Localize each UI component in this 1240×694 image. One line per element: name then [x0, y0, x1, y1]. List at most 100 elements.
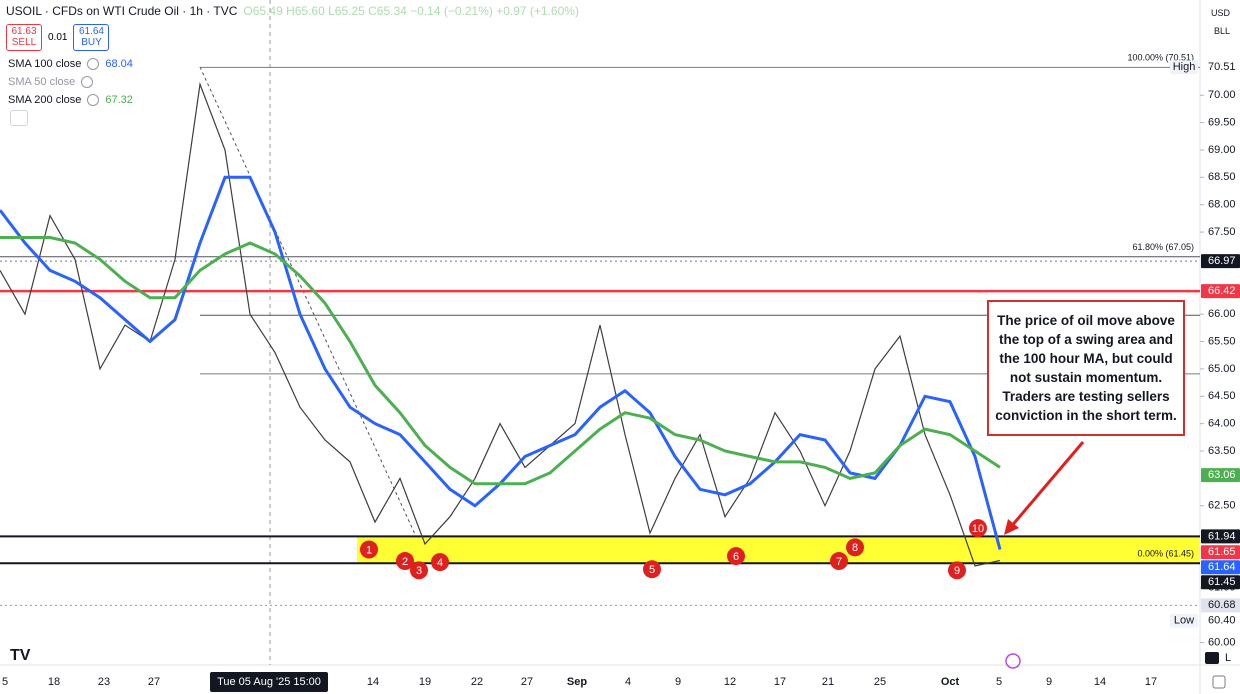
y-tick-label: 69.00: [1208, 144, 1236, 156]
touch-label: 10: [972, 523, 984, 535]
price-line: [0, 81, 1001, 567]
price-tag: [1201, 575, 1240, 590]
x-tick-label: 19: [419, 676, 431, 688]
buy-button[interactable]: 61.64 BUY: [73, 24, 110, 51]
log-toggle[interactable]: L: [1225, 652, 1231, 664]
tv-logo: TV: [10, 647, 31, 664]
annotation-box: The price of oil move above the top of a…: [987, 300, 1185, 436]
x-tick-label: 21: [822, 676, 834, 688]
sma-line: [0, 236, 1001, 486]
touch-marker: [431, 553, 449, 572]
touch-marker: [410, 561, 428, 580]
legend-icon[interactable]: [81, 76, 94, 88]
y-tick-label: 68.00: [1208, 199, 1236, 211]
price-tag-label: 63.06: [1208, 469, 1236, 481]
collapse-button[interactable]: [10, 110, 28, 126]
x-tick-label: 9: [675, 676, 681, 688]
touch-marker: [846, 538, 864, 557]
price-tag-label: 66.97: [1208, 255, 1236, 267]
price-tag: [1201, 545, 1240, 560]
trade-panel: 61.63 SELL 0.01 61.64 BUY: [6, 24, 110, 51]
arrow: [1008, 441, 1085, 529]
sell-label: SELL: [11, 37, 37, 48]
arrow-head: [1004, 519, 1019, 535]
buy-price: 61.64: [78, 26, 104, 37]
touch-label: 5: [649, 564, 655, 576]
event-icon[interactable]: [1005, 653, 1021, 669]
legend-name: SMA 100 close: [8, 58, 82, 70]
y-tick-label: 66.00: [1208, 308, 1236, 320]
x-tick-label: 5: [996, 676, 1002, 688]
price-tag: [1201, 60, 1240, 75]
legend-icon[interactable]: [87, 94, 100, 106]
price-tag-label: 61.65: [1208, 546, 1236, 558]
y-tick-label: 69.50: [1208, 117, 1236, 129]
unit[interactable]: BLL: [1213, 26, 1230, 36]
legend-entry[interactable]: SMA 200 close 67.32: [8, 91, 133, 109]
x-tick-label: 4: [625, 676, 631, 688]
legend-entry[interactable]: SMA 50 close: [8, 73, 133, 91]
x-tick-label: 25: [874, 676, 886, 688]
touch-label: 4: [437, 557, 443, 569]
touch-marker: [360, 540, 378, 559]
sell-button[interactable]: 61.63 SELL: [6, 24, 42, 51]
price-tag: [1201, 598, 1240, 613]
fib-label: 61.80% (67.05): [1132, 242, 1194, 252]
y-tick-label: 60.00: [1208, 636, 1236, 648]
touch-label: 3: [416, 565, 422, 577]
touch-marker: [396, 552, 414, 571]
price-tag: [1201, 468, 1240, 483]
legend-entry[interactable]: SMA 100 close 68.04: [8, 55, 133, 73]
y-tick-label: 65.50: [1208, 335, 1236, 347]
y-tick-label: 70.00: [1208, 89, 1236, 101]
legend: SMA 100 close 68.04 SMA 50 close SMA 200 cl…: [8, 55, 133, 109]
currency[interactable]: USD: [1210, 8, 1230, 18]
x-tick-label: 14: [367, 676, 379, 688]
touch-marker: [948, 561, 966, 580]
ohlc: O65.49 H65.60 L65.25 C65.34 −0.14 (−0.21…: [243, 4, 579, 18]
x-tick-label: 18: [48, 676, 60, 688]
y-tick-label: 65.00: [1208, 363, 1236, 375]
y-tick-label: 63.50: [1208, 445, 1236, 457]
sell-price: 61.63: [11, 26, 37, 37]
price-tag: [1201, 560, 1240, 575]
auto-scale[interactable]: [1205, 652, 1219, 664]
x-tick-label: 17: [774, 676, 786, 688]
x-tick-label: 5: [2, 676, 8, 688]
price-tag: [1201, 529, 1240, 544]
price-tag: [1201, 254, 1240, 269]
crosshair-label-bg: [210, 672, 328, 692]
legend-name: SMA 50 close: [8, 76, 76, 88]
touch-label: 7: [836, 556, 842, 568]
price-tag-label: 61.45: [1208, 576, 1236, 588]
x-tick-label: 22: [471, 676, 483, 688]
price-tag-label: 60.40: [1208, 615, 1236, 627]
price-tag-note: Low: [1174, 615, 1194, 627]
settings[interactable]: [1212, 675, 1226, 689]
fib-label: 0.00% (61.45): [1137, 549, 1194, 559]
touch-marker: [969, 519, 987, 538]
x-tick-label: 12: [724, 676, 736, 688]
price-tag-label: 60.68: [1208, 599, 1236, 611]
y-tick-label: 67.50: [1208, 226, 1236, 238]
legend-icon[interactable]: [87, 58, 100, 70]
touch-label: 1: [366, 544, 372, 556]
symbol: USOIL · CFDs on WTI Crude Oil · 1h · TVC: [6, 4, 238, 18]
y-tick-label: 68.50: [1208, 171, 1236, 183]
touch-label: 8: [852, 542, 858, 554]
legend-value: 68.04: [105, 58, 133, 70]
price-tag-note: High: [1173, 61, 1196, 73]
x-tick-label: 27: [148, 676, 160, 688]
legend-name: SMA 200 close: [8, 94, 82, 106]
fib-label: 100.00% (70.51): [1127, 53, 1194, 63]
x-tick-label: 9: [1046, 676, 1052, 688]
trend-line: [199, 66, 421, 546]
buy-label: BUY: [81, 37, 102, 48]
x-tick-label: Sep: [567, 676, 587, 688]
crosshair-label: Tue 05 Aug '25 15:00: [217, 676, 321, 688]
price-tag-label: 61.64: [1208, 561, 1236, 573]
y-tick-label: 64.00: [1208, 418, 1236, 430]
touch-label: 9: [954, 565, 960, 577]
annotation-text: The price of oil move above the top of a…: [995, 313, 1177, 423]
